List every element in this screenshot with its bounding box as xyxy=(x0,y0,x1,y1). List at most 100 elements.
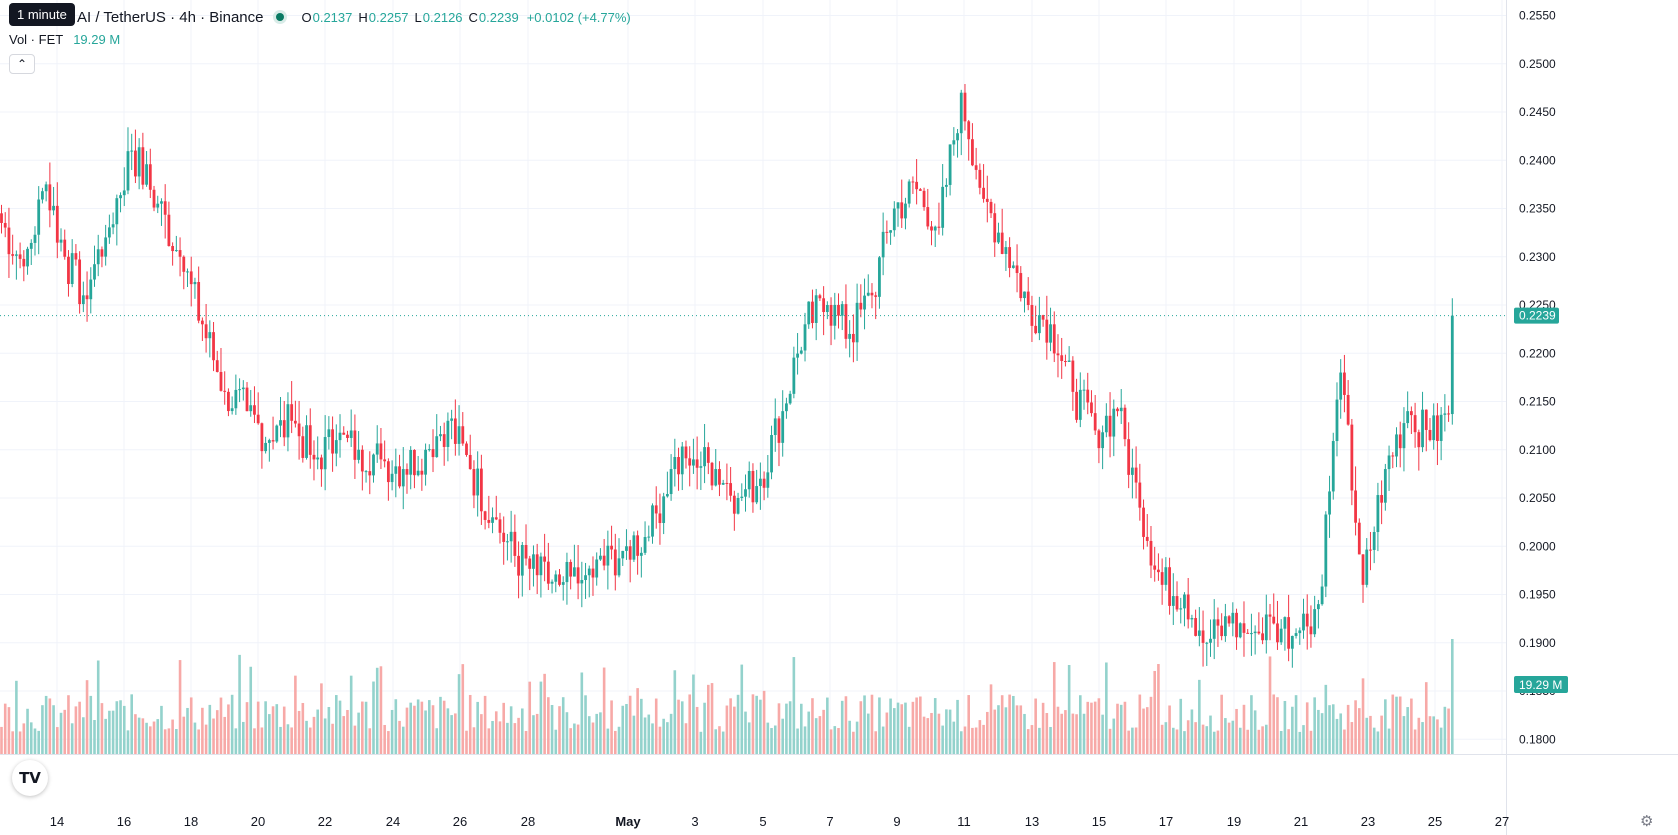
volume-bar xyxy=(669,713,673,754)
candle-body xyxy=(55,205,59,243)
volume-bar xyxy=(1160,724,1164,754)
volume-bar xyxy=(457,674,461,754)
volume-bar xyxy=(595,713,598,754)
symbol-title[interactable]: AI / TetherUS · 4h · Binance xyxy=(77,8,264,26)
candle-body xyxy=(896,202,900,209)
volume-bar xyxy=(387,731,390,754)
candle-body xyxy=(491,517,494,523)
candle-body xyxy=(160,201,163,204)
volume-bar xyxy=(591,722,595,754)
candle-body xyxy=(7,227,11,255)
volume-bar xyxy=(807,711,811,754)
volume-bar xyxy=(736,694,740,754)
gear-icon[interactable]: ⚙ xyxy=(1640,813,1654,830)
candle-body xyxy=(1008,247,1012,268)
volume-bar xyxy=(945,709,948,754)
volume-bar xyxy=(316,709,319,754)
candle-body xyxy=(59,239,63,243)
volume-bar xyxy=(1138,694,1142,754)
volume-bar xyxy=(584,695,587,754)
candle-body xyxy=(1075,391,1078,420)
volume-bar xyxy=(818,716,822,754)
volume-bar xyxy=(29,722,33,754)
volume-bar xyxy=(1224,718,1227,754)
candle-body xyxy=(1220,625,1224,637)
high-value: 0.2257 xyxy=(368,9,409,25)
volume-bar xyxy=(744,711,747,754)
candle-body xyxy=(1037,315,1041,334)
volume-bar xyxy=(710,683,714,754)
volume-bar xyxy=(245,702,249,754)
volume-bar xyxy=(450,715,453,754)
volume-bar xyxy=(721,731,725,754)
volume-bar xyxy=(271,706,275,754)
volume-bar xyxy=(889,698,892,754)
candle-body xyxy=(785,403,788,412)
volume-bar xyxy=(662,718,665,754)
volume-bar xyxy=(167,728,171,754)
volume-bar xyxy=(576,724,580,754)
candle-body xyxy=(442,434,446,447)
volume-bar xyxy=(357,712,360,754)
candle-body xyxy=(855,302,859,343)
volume-bar xyxy=(933,698,937,754)
candle-body xyxy=(171,246,175,252)
candle-body xyxy=(595,559,599,578)
volume-bar xyxy=(1253,710,1257,754)
candle-body xyxy=(885,231,889,233)
volume-bar xyxy=(1387,728,1391,754)
candle-body xyxy=(904,203,907,219)
volume-bar xyxy=(863,695,866,754)
volume-bar xyxy=(472,727,476,754)
volume-label[interactable]: Vol · FET xyxy=(9,32,64,47)
volume-bar xyxy=(852,731,855,754)
candle-body xyxy=(1279,628,1283,643)
candle-body xyxy=(941,186,945,228)
volume-bar xyxy=(521,708,524,754)
volume-bar xyxy=(1432,716,1435,754)
candle-body xyxy=(907,181,911,204)
candle-body xyxy=(565,561,569,583)
market-status-icon[interactable] xyxy=(273,10,288,24)
collapse-legend-button[interactable]: ⌃ xyxy=(9,54,35,74)
time-tick-label: 11 xyxy=(957,814,971,829)
volume-bar xyxy=(375,667,379,754)
volume-bar xyxy=(223,716,226,754)
volume-bar xyxy=(178,660,182,754)
volume-bar xyxy=(0,726,3,754)
candle-body xyxy=(320,457,323,470)
candle-body xyxy=(926,207,930,227)
candle-body xyxy=(1138,482,1142,508)
volume-bar xyxy=(1346,704,1350,754)
candle-body xyxy=(148,164,152,190)
candle-body xyxy=(833,304,837,326)
symbol-legend: AI / TetherUS · 4h · Binance O 0.2137 H 0.… xyxy=(0,6,631,28)
candle-body xyxy=(1421,409,1424,448)
volume-bar xyxy=(1164,722,1168,754)
candle-body xyxy=(327,429,331,438)
candle-body xyxy=(1097,430,1101,449)
candle-body xyxy=(1395,434,1398,457)
volume-bar xyxy=(1026,729,1030,754)
volume-bar xyxy=(1261,726,1264,754)
volume-bar xyxy=(409,702,412,754)
candle-body xyxy=(513,531,517,556)
candle-body xyxy=(1082,389,1086,391)
volume-bar xyxy=(1365,717,1369,754)
candle-body xyxy=(1093,413,1097,431)
last-price-badge xyxy=(1514,307,1559,324)
candle-body xyxy=(617,558,621,576)
volume-bar xyxy=(997,705,1000,754)
candle-body xyxy=(610,545,613,550)
tradingview-logo[interactable]: TV xyxy=(12,760,48,796)
volume-bar xyxy=(811,698,814,754)
volume-bar xyxy=(1093,701,1097,754)
candle-body xyxy=(997,232,1000,243)
candle-body xyxy=(788,393,792,404)
volume-bar xyxy=(565,712,569,754)
volume-bar xyxy=(1097,698,1101,754)
candle-body xyxy=(1164,567,1168,585)
candle-body xyxy=(368,471,372,476)
